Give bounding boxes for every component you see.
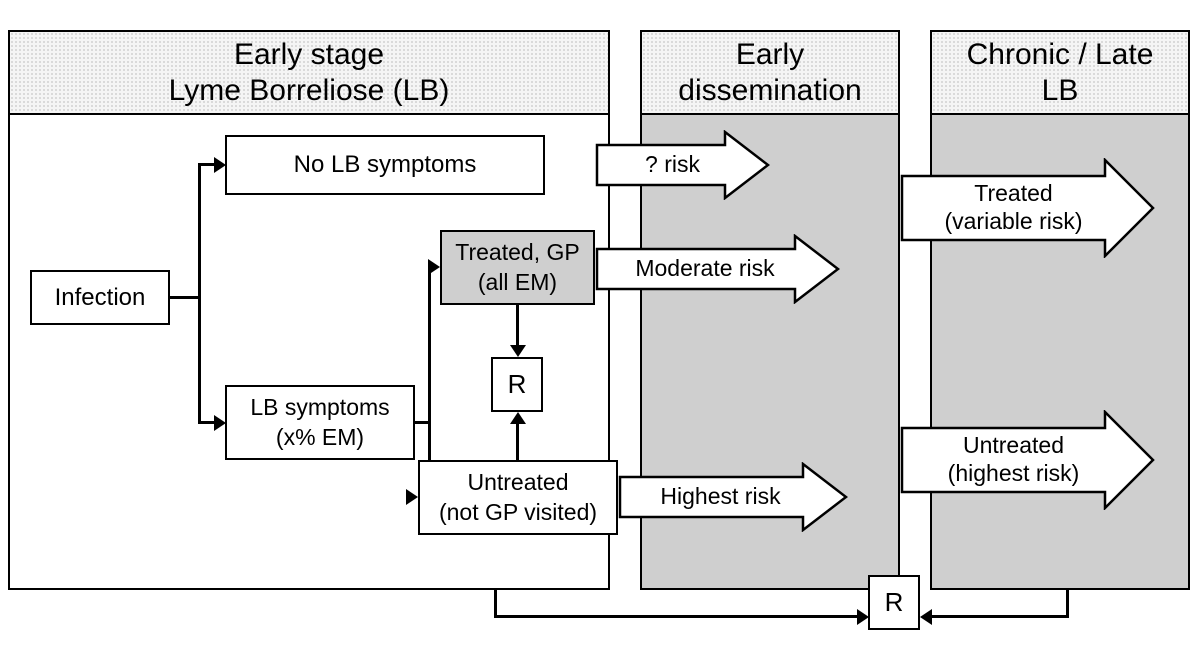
conn-late-r2-h (930, 615, 1069, 618)
arrow-highest-risk: Highest risk (618, 462, 848, 532)
node-treated-gp: Treated, GP (all EM) (440, 230, 595, 305)
stage-early-header: Early stage Lyme Borreliose (LB) (8, 30, 610, 115)
node-treated-gp-label: Treated, GP (all EM) (455, 238, 579, 298)
conn-untreated-r (516, 422, 519, 460)
node-infection-label: Infection (55, 282, 146, 313)
stage-late-header: Chronic / Late LB (930, 30, 1190, 115)
arrow-untreated-high-label: Untreated (highest risk) (948, 432, 1080, 487)
arrow-moderate-label: Moderate risk (635, 255, 774, 283)
arrow-no-symptoms-label: ? risk (645, 151, 700, 179)
stage-dissem-header: Early dissemination (640, 30, 900, 115)
arrow-highest-label: Highest risk (660, 483, 780, 511)
conn-treated-r (516, 305, 519, 347)
node-r2: R (868, 575, 920, 630)
node-r1: R (491, 357, 543, 412)
node-no-symptoms-label: No LB symptoms (294, 149, 477, 180)
stage-dissem-title: Early dissemination (678, 37, 861, 109)
arrow-no-symptoms-risk: ? risk (595, 130, 770, 200)
node-infection: Infection (30, 270, 170, 325)
arrow-treated-var-label: Treated (variable risk) (944, 180, 1082, 235)
node-untreated-label: Untreated (not GP visited) (439, 468, 597, 528)
arrowhead-treated (428, 259, 440, 275)
conn-early-r2-v (494, 590, 497, 618)
conn-late-r2-v (1066, 590, 1069, 618)
node-untreated: Untreated (not GP visited) (418, 460, 618, 535)
arrowhead-untreated-from-branch (406, 489, 418, 505)
lyme-flowchart: Early stage Lyme Borreliose (LB) Early d… (0, 0, 1200, 665)
node-r1-label: R (508, 368, 527, 402)
arrowhead-treated-r (510, 345, 526, 357)
conn-infection-out (170, 296, 200, 299)
node-r2-label: R (885, 586, 904, 620)
node-lb-symptoms-label: LB symptoms (x% EM) (250, 393, 389, 453)
node-lb-symptoms: LB symptoms (x% EM) (225, 385, 415, 460)
conn-infection-v (198, 163, 201, 424)
stage-early-title: Early stage Lyme Borreliose (LB) (169, 37, 450, 109)
arrow-treated-variable: Treated (variable risk) (900, 158, 1155, 258)
arrow-untreated-highest: Untreated (highest risk) (900, 410, 1155, 510)
stage-late-title: Chronic / Late LB (967, 37, 1154, 109)
arrowhead-untreated-r (510, 412, 526, 424)
node-no-symptoms: No LB symptoms (225, 135, 545, 195)
arrowhead-late-r2 (920, 609, 932, 625)
conn-early-r2-h (494, 615, 859, 618)
arrow-moderate-risk: Moderate risk (595, 234, 840, 304)
